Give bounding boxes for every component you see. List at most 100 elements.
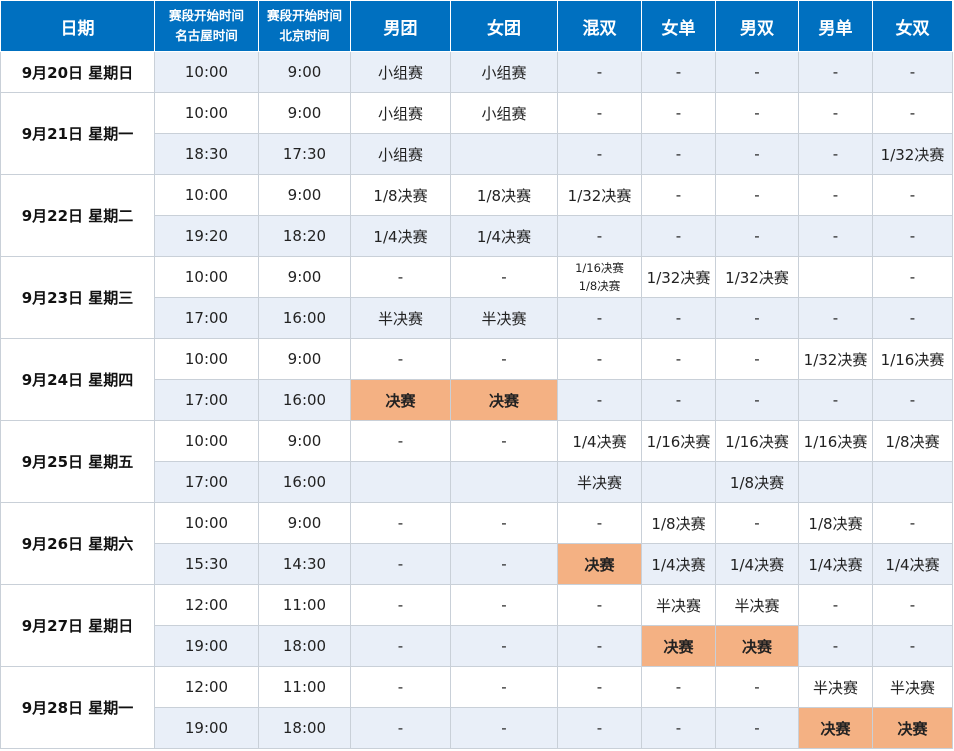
event-cell: - [350, 256, 451, 298]
event-cell: 决赛 [350, 379, 451, 421]
event-cell: - [350, 625, 451, 667]
nagoya-time-cell: 19:20 [154, 215, 259, 257]
event-cell: - [557, 92, 642, 134]
event-cell: - [715, 215, 799, 257]
header-event: 女双 [872, 0, 953, 52]
event-cell: - [450, 584, 558, 626]
table-row: 19:00 18:00- - - 决赛 决赛 - - [1, 625, 953, 667]
nagoya-time-cell: 12:00 [154, 584, 259, 626]
event-cell: - [715, 92, 799, 134]
beijing-time-cell: 16:00 [258, 297, 351, 339]
nagoya-time-cell: 10:00 [154, 338, 259, 380]
table-row: 9月20日 星期日 10:00 9:00 小组赛 小组赛 - - - - - [0, 51, 953, 93]
event-cell: 决赛 [641, 625, 716, 667]
event-cell: - [641, 174, 716, 216]
table-row: 19:00 18:00- - - - - 决赛 决赛 [1, 707, 953, 749]
event-cell: 决赛 [798, 707, 873, 749]
event-cell: - [350, 584, 451, 626]
event-cell: - [715, 338, 799, 380]
header-event: 女团 [450, 0, 558, 52]
event-cell: - [641, 51, 716, 93]
event-cell: - [715, 51, 799, 93]
date-cell: 9月22日 星期二 [0, 174, 155, 257]
schedule-body: 9月20日 星期日 10:00 9:00 小组赛 小组赛 - - - - -9月21日 星期一 10… [0, 51, 953, 749]
event-cell: - [557, 379, 642, 421]
event-cell: 1/4决赛 [641, 543, 716, 585]
event-cell: 1/16决赛 [872, 338, 953, 380]
date-cell: 9月23日 星期三 [0, 256, 155, 339]
table-row: 9月27日 星期日 12:00 11:00- - - 半决赛 半决赛 - - [0, 584, 953, 667]
event-cell: - [557, 625, 642, 667]
beijing-time-cell: 14:30 [258, 543, 351, 585]
header-time: 赛段开始时间 北京时间 [258, 0, 351, 52]
event-cell: - [557, 133, 642, 175]
event-cell: - [872, 215, 953, 257]
event-cell: 决赛 [557, 543, 642, 585]
date-cell: 9月25日 星期五 [0, 420, 155, 503]
event-cell: 1/16决赛 [715, 420, 799, 462]
table-row: 19:20 18:20 1/4决赛 1/4决赛 - - - - - [1, 215, 953, 257]
beijing-time-cell: 9:00 [258, 502, 351, 544]
table-row: 9月24日 星期四 10:00 9:00- - - - -1/32决赛 1/16决赛 [0, 338, 953, 421]
event-cell [641, 461, 716, 503]
event-cell: 1/32决赛 [641, 256, 716, 298]
event-cell: 1/8决赛 [450, 174, 558, 216]
event-cell: 小组赛 [450, 92, 558, 134]
event-cell: - [350, 666, 451, 708]
event-cell: - [450, 625, 558, 667]
event-cell: - [350, 543, 451, 585]
event-cell: 决赛 [715, 625, 799, 667]
event-cell: - [557, 338, 642, 380]
beijing-time-cell: 9:00 [258, 92, 351, 134]
event-cell: - [557, 584, 642, 626]
table-row: 9月25日 星期五 10:00 9:00- -1/4决赛 1/16决赛 1/16决赛 1/1… [0, 420, 953, 503]
event-cell: 1/8决赛 [350, 174, 451, 216]
table-row: 17:00 16:00 决赛 决赛 - - - - - [1, 379, 953, 421]
event-cell: - [641, 297, 716, 339]
event-cell: 半决赛 [350, 297, 451, 339]
header-event: 男单 [798, 0, 873, 52]
event-cell: - [715, 297, 799, 339]
event-cell: 1/32决赛 [798, 338, 873, 380]
event-cell: - [872, 297, 953, 339]
event-cell: - [641, 379, 716, 421]
event-cell: - [450, 707, 558, 749]
event-cell: - [641, 338, 716, 380]
event-cell: 1/4决赛 [798, 543, 873, 585]
event-cell: - [641, 92, 716, 134]
event-cell [798, 461, 873, 503]
event-cell: 小组赛 [350, 133, 451, 175]
event-cell: - [872, 584, 953, 626]
event-cell: - [798, 174, 873, 216]
event-cell: 1/4决赛 [872, 543, 953, 585]
event-cell: - [715, 174, 799, 216]
event-cell: - [350, 502, 451, 544]
nagoya-time-cell: 19:00 [154, 625, 259, 667]
event-cell [450, 461, 558, 503]
beijing-time-cell: 16:00 [258, 379, 351, 421]
event-cell: 小组赛 [450, 51, 558, 93]
event-cell: 1/32决赛 [872, 133, 953, 175]
beijing-time-cell: 9:00 [258, 174, 351, 216]
event-cell: 半决赛 [715, 584, 799, 626]
nagoya-time-cell: 19:00 [154, 707, 259, 749]
event-cell: - [641, 133, 716, 175]
event-cell: - [872, 51, 953, 93]
event-cell: - [798, 584, 873, 626]
event-cell: 决赛 [872, 707, 953, 749]
date-cell: 9月28日 星期一 [0, 666, 155, 749]
event-cell: 1/8决赛 [715, 461, 799, 503]
event-cell: - [715, 502, 799, 544]
nagoya-time-cell: 10:00 [154, 92, 259, 134]
event-cell [798, 256, 873, 298]
event-cell: - [641, 707, 716, 749]
event-cell: - [798, 51, 873, 93]
date-cell: 9月26日 星期六 [0, 502, 155, 585]
nagoya-time-cell: 10:00 [154, 256, 259, 298]
header-row: 日期 赛段开始时间 名古屋时间 赛段开始时间 北京时间 男团 女团 混双 女单 男双 男单 女双 [0, 0, 953, 52]
event-cell: - [450, 502, 558, 544]
event-cell: - [350, 420, 451, 462]
nagoya-time-cell: 10:00 [154, 502, 259, 544]
event-cell [872, 461, 953, 503]
nagoya-time-cell: 17:00 [154, 297, 259, 339]
